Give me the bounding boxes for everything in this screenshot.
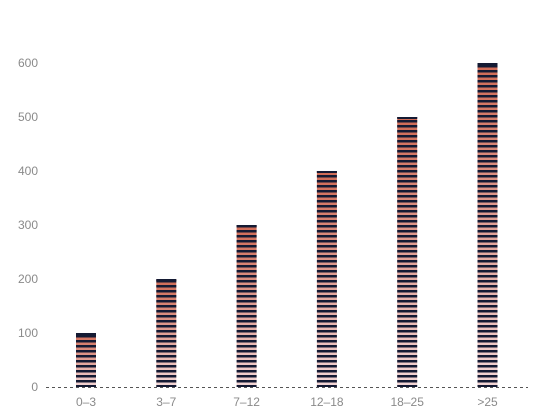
x-tick-label: 7–12: [233, 395, 260, 409]
x-axis: 0–3 3–7 7–12 12–18 18–25 >25: [76, 395, 498, 409]
bar-stripes: [76, 333, 96, 387]
bar-cap: [316, 171, 337, 173]
x-tick-label: 18–25: [391, 395, 425, 409]
bar[interactable]: [397, 117, 418, 387]
bar-stripes: [477, 63, 498, 387]
x-tick-label: >25: [477, 395, 498, 409]
bar[interactable]: [76, 333, 96, 387]
bar-stripes: [397, 117, 418, 387]
x-tick-label: 12–18: [310, 395, 344, 409]
bar-cap: [397, 117, 418, 119]
bar[interactable]: [156, 279, 177, 387]
bar-cap: [236, 225, 257, 227]
y-tick-label: 400: [18, 164, 38, 178]
bar[interactable]: [236, 225, 257, 387]
y-tick-label: 0: [31, 380, 38, 394]
y-tick-label: 500: [18, 110, 38, 124]
y-tick-label: 300: [18, 218, 38, 232]
bar-stripes: [316, 171, 337, 387]
y-axis: 0 100 200 300 400 500 600: [18, 56, 38, 394]
bar-stripes: [156, 279, 177, 387]
bar-cap: [156, 279, 177, 281]
bar-stripes: [236, 225, 257, 387]
x-tick-label: 3–7: [156, 395, 176, 409]
bar[interactable]: [477, 63, 498, 387]
bars-group: [76, 63, 498, 387]
bar[interactable]: [316, 171, 337, 387]
bar-cap: [477, 63, 498, 65]
y-tick-label: 200: [18, 272, 38, 286]
y-tick-label: 100: [18, 326, 38, 340]
x-tick-label: 0–3: [76, 395, 96, 409]
y-tick-label: 600: [18, 56, 38, 70]
bar-cap: [76, 333, 96, 335]
